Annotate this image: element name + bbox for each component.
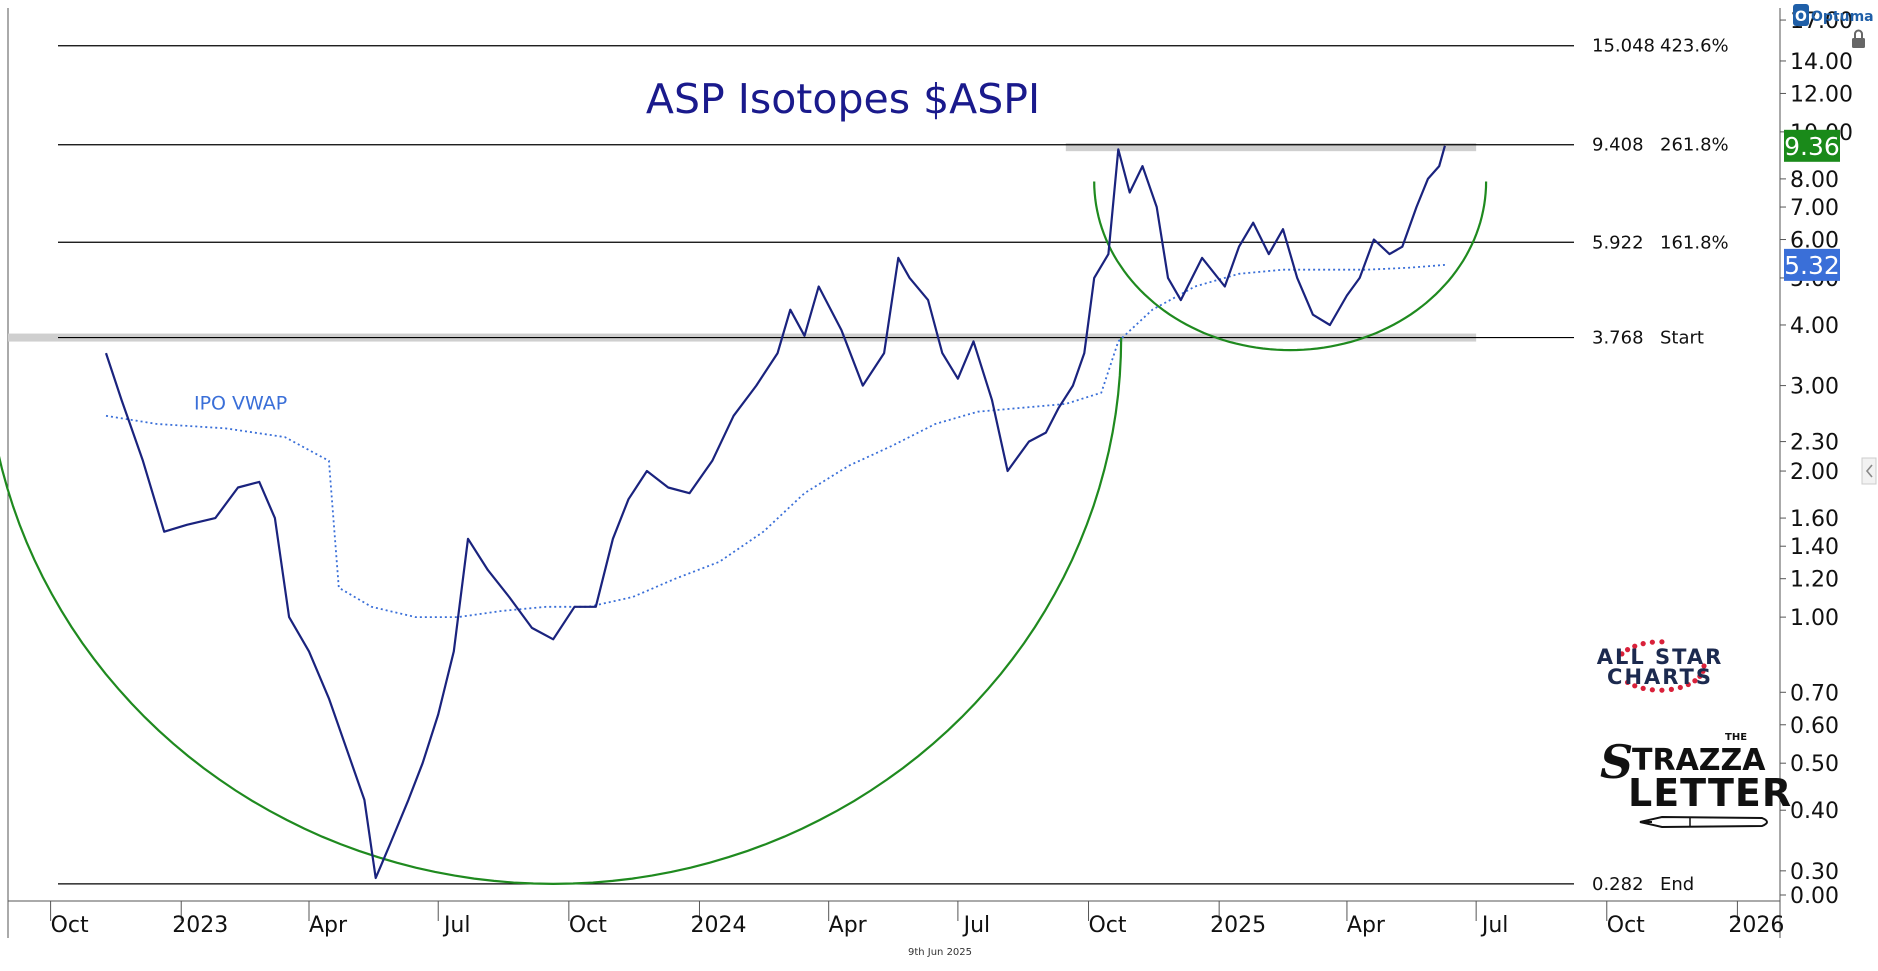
- last-value-badges: 9.36 5.32: [1784, 129, 1840, 281]
- y-tick-label-1: 14.00: [1790, 50, 1853, 75]
- collapse-panel-icon[interactable]: [1861, 457, 1877, 485]
- star-ring-icon: [1619, 639, 1707, 693]
- x-tick-label-10: Apr: [1347, 913, 1386, 938]
- level-value-label-1: 9.408: [1592, 135, 1644, 156]
- x-axis-ticks: Oct 2023 Apr Jul Oct 2024 Apr Jul Oct 2025 Apr Jul O…: [50, 901, 1784, 938]
- x-tick-label-12: Oct: [1607, 913, 1645, 938]
- y-tick-label-20: 0.30: [1790, 860, 1839, 885]
- level-value-label-3: 3.768: [1592, 328, 1644, 349]
- level-tag-label-3: Start: [1660, 328, 1704, 349]
- annotations: IPO VWAP: [194, 392, 287, 414]
- series-line-price: [104, 145, 1446, 880]
- x-tick-label-2: Apr: [309, 913, 348, 938]
- date-stamp: 9th Jun 2025: [908, 947, 972, 958]
- cup-arc-1: [1093, 181, 1488, 352]
- y-tick-label-14: 1.20: [1790, 568, 1839, 593]
- level-lines: 15.048 423.6% 9.408 261.8% 5.922 161.8% 3.768 S…: [58, 36, 1729, 895]
- series-line-ipo-vwap: [105, 264, 1445, 618]
- y-tick-label-15: 1.00: [1790, 606, 1839, 631]
- svg-text:S: S: [1600, 735, 1633, 789]
- y-tick-label-16: 0.70: [1790, 681, 1839, 706]
- y-tick-label-2: 12.00: [1790, 82, 1853, 107]
- svg-text:ALL STAR: ALL STAR: [1597, 645, 1724, 669]
- x-tick-label-13: 2026: [1728, 913, 1784, 938]
- fountain-pen-icon: [1639, 815, 1768, 829]
- last-value-badge-label-1: 5.32: [1784, 251, 1840, 280]
- x-tick-label-3: Jul: [442, 913, 471, 938]
- optuma-logo: O Optuma: [1793, 4, 1874, 26]
- x-tick-label-6: Apr: [829, 913, 868, 938]
- y-tick-label-4: 8.00: [1790, 168, 1839, 193]
- y-tick-label-19: 0.40: [1790, 799, 1839, 824]
- svg-text:THE: THE: [1725, 732, 1747, 743]
- svg-text:TRAZZA: TRAZZA: [1632, 743, 1766, 778]
- resistance-zone-1: [1065, 143, 1477, 152]
- x-tick-label-5: 2024: [690, 913, 746, 938]
- strazza-letter-logo: THE S TRAZZA LETTER: [1600, 732, 1792, 829]
- x-tick-label-11: Jul: [1480, 913, 1509, 938]
- y-tick-label-5: 7.00: [1790, 196, 1839, 221]
- cup-arcs: [0, 181, 1488, 886]
- y-tick-label-13: 1.40: [1790, 535, 1839, 560]
- level-value-label-0: 15.048: [1592, 36, 1655, 57]
- y-tick-label-11: 2.00: [1790, 460, 1839, 485]
- y-tick-label-18: 0.50: [1790, 752, 1839, 777]
- last-value-badge-1: [1784, 248, 1840, 281]
- x-tick-label-4: Oct: [569, 913, 607, 938]
- svg-text:CHARTS: CHARTS: [1607, 665, 1713, 689]
- optuma-wordmark: Optuma: [1811, 9, 1874, 25]
- cup-arc-0: [0, 337, 1123, 886]
- x-tick-label-8: Oct: [1088, 913, 1126, 938]
- y-tick-label-17: 0.60: [1790, 714, 1839, 739]
- y-tick-label-8: 4.00: [1790, 314, 1839, 339]
- y-tick-label-12: 1.60: [1790, 507, 1839, 532]
- annotation-0: IPO VWAP: [194, 392, 287, 414]
- svg-text:LETTER: LETTER: [1628, 771, 1792, 815]
- y-tick-label-9: 3.00: [1790, 375, 1839, 400]
- y-tick-label-21: 0.00: [1790, 884, 1839, 909]
- level-tag-label-4: End: [1660, 874, 1694, 895]
- svg-text:O: O: [1795, 9, 1807, 25]
- x-tick-label-0: Oct: [51, 913, 89, 938]
- level-tag-label-2: 161.8%: [1660, 232, 1729, 253]
- x-tick-label-1: 2023: [172, 913, 228, 938]
- y-tick-label-10: 2.30: [1790, 431, 1839, 456]
- all-star-charts-logo: ALL STAR CHARTS: [1597, 639, 1724, 693]
- optuma-mark-icon: [1793, 4, 1809, 26]
- chart-title: ASP Isotopes $ASPI: [646, 75, 1040, 123]
- x-tick-label-7: Jul: [962, 913, 991, 938]
- level-value-label-2: 5.922: [1592, 232, 1644, 253]
- last-value-badge-label-0: 9.36: [1784, 132, 1840, 161]
- x-tick-label-9: 2025: [1210, 913, 1266, 938]
- lock-icon[interactable]: [1852, 29, 1865, 49]
- level-tag-label-1: 261.8%: [1660, 135, 1729, 156]
- level-tag-label-0: 423.6%: [1660, 36, 1729, 57]
- level-value-label-4: 0.282: [1592, 874, 1644, 895]
- last-value-badge-0: [1784, 129, 1840, 162]
